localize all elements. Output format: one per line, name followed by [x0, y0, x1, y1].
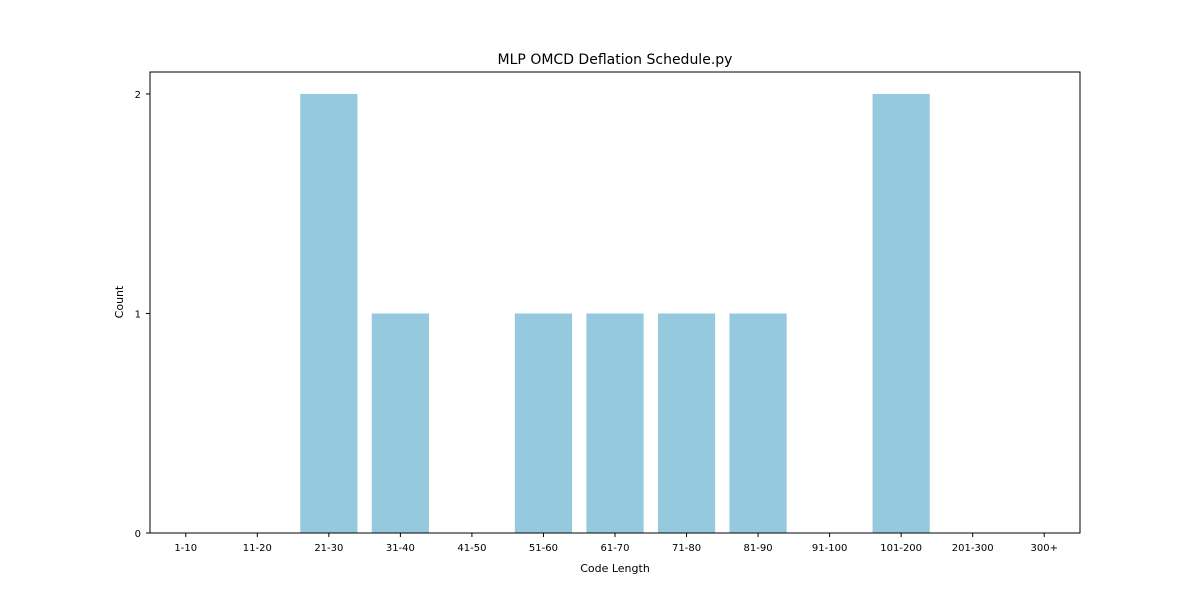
y-tick-label: 2 [135, 90, 141, 101]
x-axis-label: Code Length [580, 562, 650, 575]
x-tick-label: 11-20 [243, 543, 272, 554]
x-tick-label: 31-40 [386, 543, 415, 554]
bar-61-70 [586, 313, 644, 533]
y-tick-label: 1 [135, 309, 141, 320]
x-tick-label: 21-30 [314, 543, 343, 554]
x-tick-label: 1-10 [174, 543, 197, 554]
chart-title: MLP OMCD Deflation Schedule.py [498, 52, 733, 68]
x-tick-label: 91-100 [812, 543, 847, 554]
y-axis-label: Count [113, 285, 126, 318]
x-tick-label: 101-200 [880, 543, 922, 554]
bar-81-90 [729, 313, 787, 533]
bar-21-30 [300, 93, 358, 533]
bar-71-80 [657, 313, 716, 533]
x-tick-label: 201-300 [952, 543, 994, 554]
x-tick-label: 81-90 [744, 543, 773, 554]
bar-31-40 [371, 313, 429, 533]
x-tick-label: 61-70 [600, 543, 629, 554]
x-tick-label: 300+ [1030, 543, 1057, 554]
bar-51-60 [514, 313, 573, 533]
bars-layer [300, 93, 930, 533]
bar-101-200 [872, 93, 930, 533]
x-tick-label: 71-80 [672, 543, 701, 554]
x-tick-label: 41-50 [457, 543, 486, 554]
y-tick-label: 0 [135, 529, 141, 540]
y-axis-ticks: 0 1 2 [135, 90, 150, 540]
x-axis-ticks: 1-10 11-20 21-30 31-40 41-50 51-60 61-70 71-80 8… [174, 533, 1058, 554]
x-tick-label: 51-60 [529, 543, 558, 554]
